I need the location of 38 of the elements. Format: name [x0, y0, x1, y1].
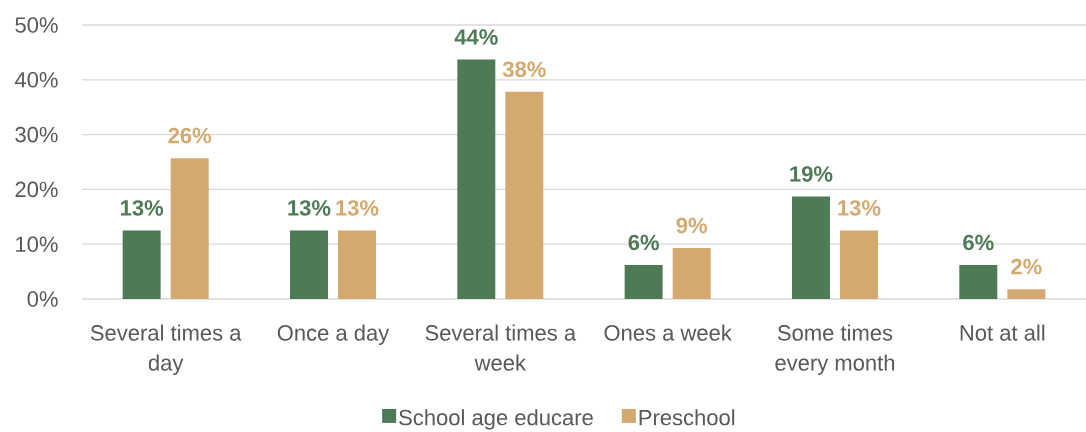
y-tick-label: 20%: [15, 181, 58, 198]
data-label: 38%: [502, 61, 546, 78]
bar: [457, 59, 496, 299]
x-tick-label: Several times a day: [90, 324, 242, 376]
x-tick-label: Ones a week: [604, 324, 732, 341]
bar: [959, 265, 998, 299]
y-tick-label: 50%: [15, 17, 58, 33]
data-label: 19%: [790, 166, 833, 182]
bar: [672, 248, 711, 299]
bar: [289, 230, 328, 299]
bar: [624, 265, 663, 299]
data-label: 9%: [676, 217, 707, 234]
legend-label: School age educare: [399, 409, 593, 430]
x-tick-label: Several times a week: [425, 324, 577, 371]
data-label: 13%: [288, 200, 331, 216]
y-tick-label: 30%: [15, 126, 58, 143]
data-label: 13%: [336, 200, 379, 216]
bar: [791, 196, 830, 299]
y-tick-label: 40%: [14, 72, 58, 88]
bar: [505, 91, 544, 299]
data-label: 6%: [963, 234, 994, 251]
data-label: 6%: [628, 234, 659, 251]
bar: [170, 158, 209, 299]
data-label: 13%: [121, 200, 164, 216]
data-label: 26%: [168, 127, 212, 144]
data-label: 44%: [454, 29, 498, 45]
x-tick-label: Once a day: [277, 324, 390, 346]
x-tick-label: Some times every month: [775, 324, 895, 376]
bar: [1007, 289, 1046, 299]
x-tick-label: Not at all: [960, 324, 1045, 341]
data-label: 13%: [838, 200, 881, 216]
y-tick-label: 10%: [16, 236, 58, 252]
data-label: 2%: [1011, 258, 1042, 275]
bar: [840, 230, 878, 299]
legend-label: Preschool: [639, 409, 735, 426]
y-tick-label: 0%: [27, 291, 58, 307]
bar: [122, 230, 161, 299]
bar: [338, 230, 376, 299]
